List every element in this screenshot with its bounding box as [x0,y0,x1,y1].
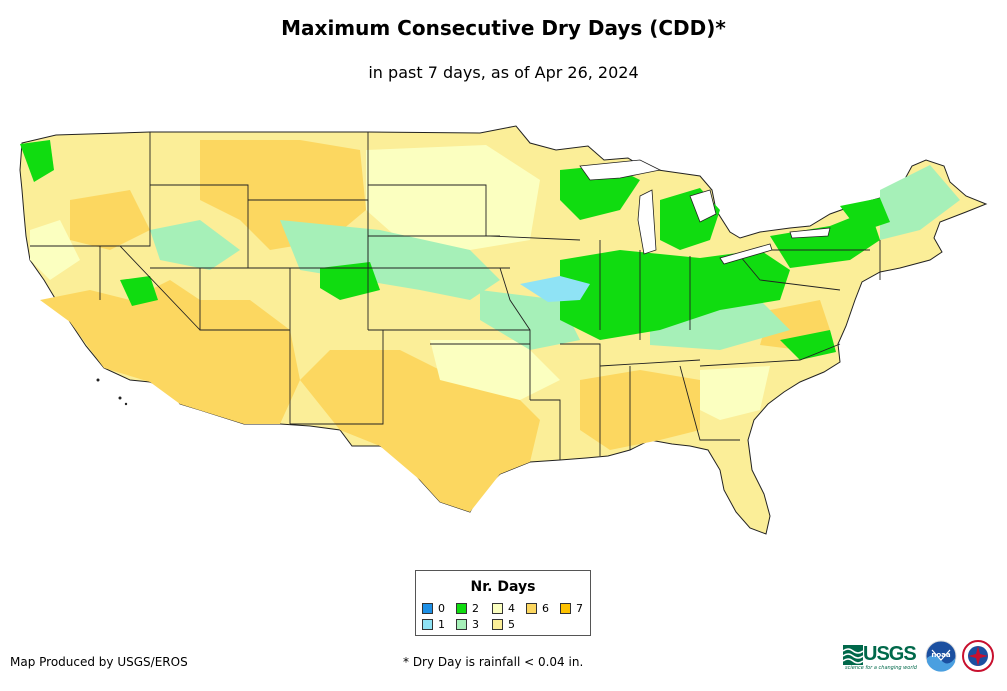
cdd-4-oklahoma [430,340,560,400]
legend-swatch-5 [492,619,503,630]
legend-label-3: 3 [472,618,479,631]
legend-swatch-2 [456,603,467,614]
cdd-2-maine [840,198,890,232]
legend-swatch-4 [492,603,503,614]
legend-label-4: 4 [508,602,515,615]
legend-swatch-1 [422,619,433,630]
cdd-3-ohio-valley [650,300,790,350]
cdd-1-missouri-iowa [520,276,590,302]
cdd-2-regions [20,140,890,360]
cdd-3-kansas-mo [480,290,580,350]
cdd-2-nevada-blob [120,276,158,306]
legend-swatch-7 [560,603,571,614]
cdd-4-west [30,220,80,280]
cdd-6-plains-north [200,140,366,250]
legend-label-5: 5 [508,618,515,631]
cdd-3-northeast [880,165,960,240]
usgs-logo: USGS science for a changing world [843,643,919,671]
lake-erie [719,243,773,265]
lake-superior [579,159,662,181]
cdd-6-southeast [580,370,700,450]
usgs-wordmark: USGS [863,643,917,665]
legend-label-1: 1 [438,618,445,631]
cdd-6-texas [300,350,540,512]
nws-logo [962,640,994,672]
legend-label-6: 6 [542,602,549,615]
legend-label-2: 2 [472,602,479,615]
map-subtitle: in past 7 days, as of Apr 26, 2024 [368,63,639,82]
dry-day-footnote: * Dry Day is rainfall < 0.04 in. [403,655,584,669]
usgs-wave-icon [843,645,863,665]
lake-huron [689,189,717,223]
map-title: Maximum Consecutive Dry Days (CDD)* [281,16,726,40]
legend-label-0: 0 [438,602,445,615]
legend-swatch-3 [456,619,467,630]
cdd-4-carolinas [700,366,770,420]
cdd-4-dakotas [366,145,540,250]
cdd-2-washington [20,140,54,182]
noaa-wordmark: noaa [931,651,951,659]
cdd-2-colorado [320,262,380,300]
cdd-2-midwest [560,250,790,340]
cdd-2-new-york [770,210,880,268]
legend-title: Nr. Days [470,579,536,595]
legend-swatch-6 [526,603,537,614]
cdd-6-southwest [40,280,300,424]
map-producer-credit: Map Produced by USGS/EROS [10,655,188,669]
lake-ontario [789,227,831,239]
noaa-emblem-icon [925,640,957,672]
cdd-3-nebraska [280,220,500,300]
coastal-islands [96,378,128,406]
state-boundaries [30,132,881,460]
cdd-3-idaho [150,220,240,270]
noaa-logo: noaa [925,640,957,672]
legend-swatch-0 [422,603,433,614]
lake-michigan [637,189,657,255]
cdd-2-wisconsin [560,165,640,220]
nws-emblem-icon [962,640,994,672]
usgs-tagline: science for a changing world [845,665,917,671]
cdd-2-north-carolina [780,330,836,360]
cdd-6-northwest [70,190,150,250]
legend-label-7: 7 [576,602,583,615]
legend: Nr. Days 0 1 2 3 4 5 6 7 [415,570,591,636]
cdd-3-regions [150,165,960,350]
great-lakes [579,159,831,265]
cdd-4-regions [30,145,770,420]
